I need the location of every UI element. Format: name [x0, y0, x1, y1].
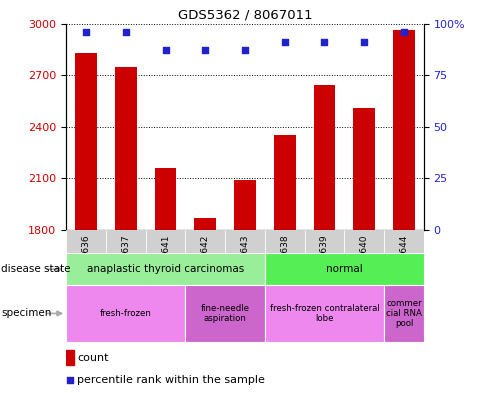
Point	[66, 376, 74, 383]
Bar	[344, 230, 384, 287]
Text: count: count	[77, 353, 108, 363]
Bar	[265, 230, 305, 287]
Bar	[265, 253, 424, 285]
Point	[201, 47, 209, 53]
Text: specimen: specimen	[1, 309, 51, 318]
Text: GSM1281642: GSM1281642	[201, 235, 210, 295]
Bar	[305, 230, 344, 287]
Point	[82, 29, 90, 35]
Point	[281, 39, 289, 45]
Bar	[353, 108, 375, 230]
Bar	[146, 230, 185, 287]
Text: GSM1281638: GSM1281638	[280, 235, 289, 295]
Bar	[185, 230, 225, 287]
Text: normal: normal	[326, 264, 363, 274]
Text: fresh-frozen: fresh-frozen	[100, 309, 152, 318]
Bar	[234, 180, 256, 230]
Bar	[384, 285, 424, 342]
Text: GSM1281639: GSM1281639	[320, 235, 329, 295]
Text: GSM1281637: GSM1281637	[121, 235, 130, 295]
Text: fresh-frozen contralateral
lobe: fresh-frozen contralateral lobe	[270, 304, 379, 323]
Bar	[75, 53, 97, 230]
Text: anaplastic thyroid carcinomas: anaplastic thyroid carcinomas	[87, 264, 244, 274]
Point	[360, 39, 368, 45]
Text: fine-needle
aspiration: fine-needle aspiration	[200, 304, 249, 323]
Point	[241, 47, 249, 53]
Bar	[314, 85, 336, 230]
Bar	[154, 168, 176, 230]
Title: GDS5362 / 8067011: GDS5362 / 8067011	[178, 8, 312, 21]
Bar	[384, 230, 424, 287]
Text: GSM1281636: GSM1281636	[81, 235, 91, 295]
Text: GSM1281640: GSM1281640	[360, 235, 369, 295]
Bar	[265, 285, 384, 342]
Text: disease state: disease state	[1, 264, 71, 274]
Point	[122, 29, 130, 35]
Point	[162, 47, 170, 53]
Text: percentile rank within the sample: percentile rank within the sample	[77, 375, 265, 385]
Bar	[66, 253, 265, 285]
Bar	[393, 30, 415, 230]
Bar	[115, 66, 137, 230]
Bar	[274, 135, 295, 230]
Bar	[66, 350, 74, 365]
Point	[400, 29, 408, 35]
Text: GSM1281641: GSM1281641	[161, 235, 170, 295]
Bar	[195, 218, 216, 230]
Text: GSM1281644: GSM1281644	[399, 235, 409, 295]
Text: GSM1281643: GSM1281643	[241, 235, 249, 295]
Text: commer
cial RNA
pool: commer cial RNA pool	[386, 299, 422, 328]
Bar	[106, 230, 146, 287]
Bar	[185, 285, 265, 342]
Bar	[66, 285, 185, 342]
Bar	[225, 230, 265, 287]
Bar	[66, 230, 106, 287]
Point	[320, 39, 328, 45]
